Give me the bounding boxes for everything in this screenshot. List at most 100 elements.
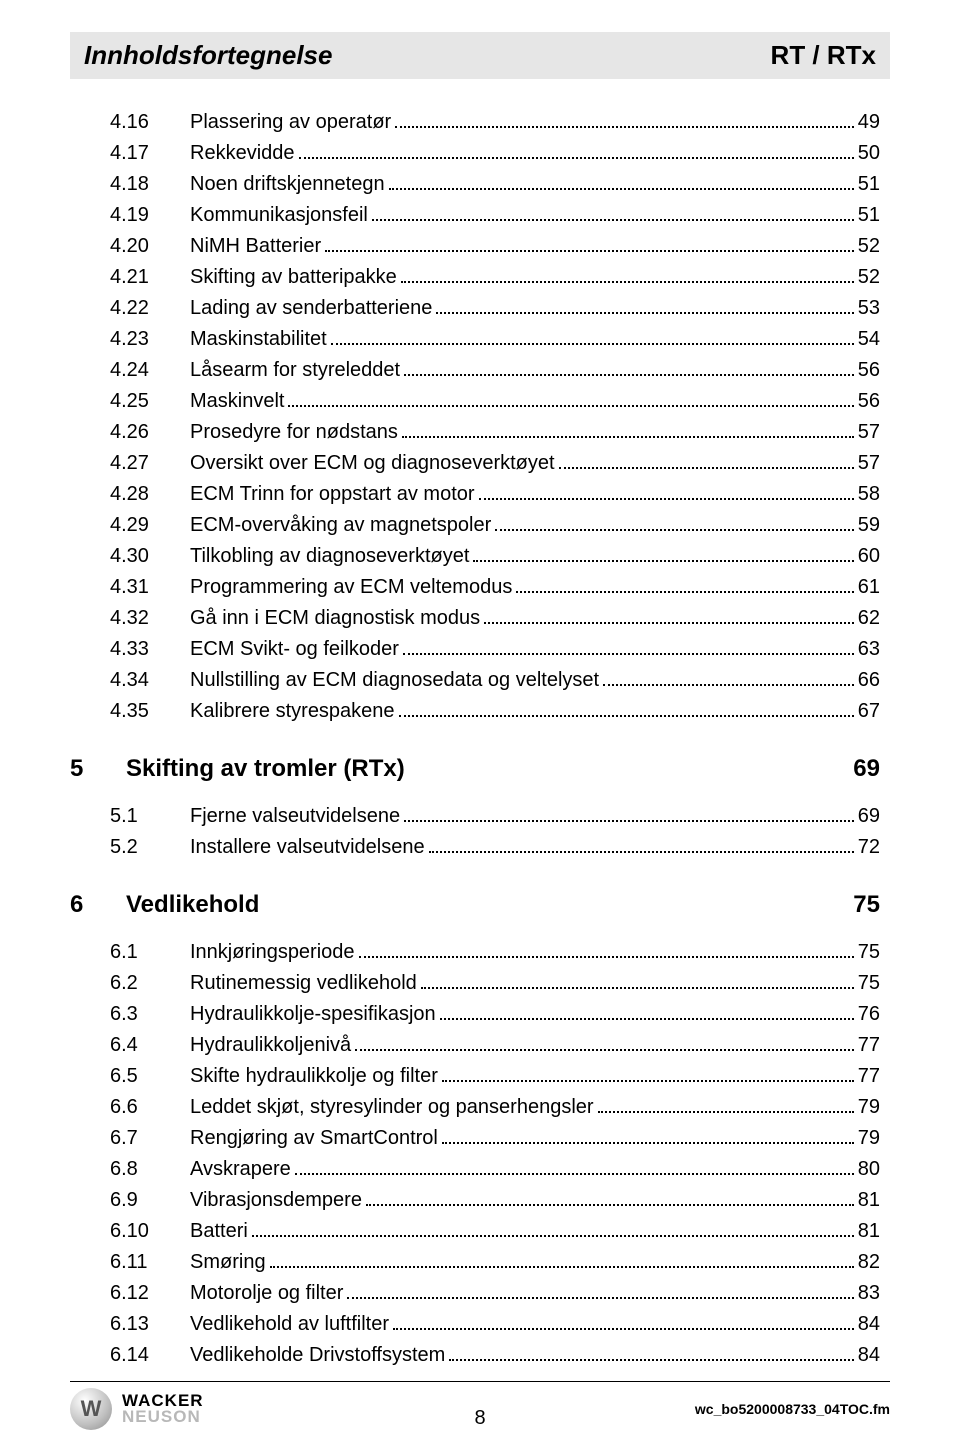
toc-leader-dots <box>403 653 854 655</box>
toc-entry-page: 49 <box>858 107 880 138</box>
toc-entry-title: Vedlikehold av luftfilter <box>190 1309 389 1340</box>
toc-entry-title: Oversikt over ECM og diagnoseverktøyet <box>190 448 555 479</box>
toc-entry: 4.24Låsearm for styreleddet56 <box>110 355 880 386</box>
toc-entry-number: 4.17 <box>110 138 190 169</box>
toc-entry: 4.18Noen driftskjennetegn51 <box>110 169 880 200</box>
toc-entry-number: 4.24 <box>110 355 190 386</box>
toc-entry-page: 61 <box>858 572 880 603</box>
toc-entry-page: 75 <box>858 937 880 968</box>
toc-section-number: 5 <box>70 755 126 783</box>
logo-line2: NEUSON <box>122 1409 204 1425</box>
toc-entry: 6.12Motorolje og filter83 <box>110 1278 880 1309</box>
toc-leader-dots <box>440 1018 854 1020</box>
toc-entry-number: 6.3 <box>110 999 190 1030</box>
toc-section-number: 6 <box>70 891 126 919</box>
toc-entry-number: 4.30 <box>110 541 190 572</box>
toc-entry-number: 6.14 <box>110 1340 190 1371</box>
toc-entry-number: 4.19 <box>110 200 190 231</box>
toc-entry-number: 6.12 <box>110 1278 190 1309</box>
toc-entry-page: 57 <box>858 417 880 448</box>
toc-entry-number: 4.18 <box>110 169 190 200</box>
toc-entry: 4.26Prosedyre for nødstans 57 <box>110 417 880 448</box>
toc-entry: 6.3Hydraulikkolje-spesifikasjon76 <box>110 999 880 1030</box>
toc-entry-number: 5.2 <box>110 832 190 863</box>
toc-entry: 4.22Lading av senderbatteriene53 <box>110 293 880 324</box>
toc-entry-page: 63 <box>858 634 880 665</box>
toc-entry-page: 56 <box>858 355 880 386</box>
toc-entry-title: NiMH Batterier <box>190 231 321 262</box>
toc-entry-page: 81 <box>858 1185 880 1216</box>
toc-entry-page: 62 <box>858 603 880 634</box>
toc-entry-number: 6.7 <box>110 1123 190 1154</box>
toc-entry-page: 77 <box>858 1061 880 1092</box>
toc-entry-title: Plassering av operatør <box>190 107 391 138</box>
toc-section-page: 69 <box>853 755 880 783</box>
toc-entry: 4.20NiMH Batterier52 <box>110 231 880 262</box>
header-right: RT / RTx <box>771 40 876 71</box>
toc-leader-dots <box>559 467 854 469</box>
toc-section-title: Skifting av tromler (RTx) <box>126 755 853 783</box>
doc-id: wc_bo5200008733_04TOC.fm <box>695 1401 890 1417</box>
toc-entry-number: 4.25 <box>110 386 190 417</box>
toc-leader-dots <box>299 157 854 159</box>
toc-leader-dots <box>372 219 854 221</box>
toc-entry-page: 80 <box>858 1154 880 1185</box>
toc-entry-title: ECM-overvåking av magnetspoler <box>190 510 491 541</box>
toc-entry-title: Rutinemessig vedlikehold <box>190 968 417 999</box>
toc-entry-number: 4.16 <box>110 107 190 138</box>
toc-entry-page: 51 <box>858 200 880 231</box>
toc-entry-title: Avskrapere <box>190 1154 291 1185</box>
toc-entry-page: 84 <box>858 1309 880 1340</box>
toc-entry-page: 54 <box>858 324 880 355</box>
toc-entry-number: 6.6 <box>110 1092 190 1123</box>
toc-entry-title: Rengjøring av SmartControl <box>190 1123 438 1154</box>
logo-text: WACKER NEUSON <box>122 1393 204 1425</box>
toc-entry-page: 75 <box>858 968 880 999</box>
toc-entry-number: 6.2 <box>110 968 190 999</box>
toc-entry-page: 79 <box>858 1092 880 1123</box>
toc-entry-page: 52 <box>858 262 880 293</box>
toc-entry: 4.17Rekkevidde 50 <box>110 138 880 169</box>
toc-entry: 4.32Gå inn i ECM diagnostisk modus62 <box>110 603 880 634</box>
toc-entry-page: 76 <box>858 999 880 1030</box>
toc-entry: 6.10Batteri81 <box>110 1216 880 1247</box>
toc-entry-page: 50 <box>858 138 880 169</box>
toc-entry: 4.19Kommunikasjonsfeil51 <box>110 200 880 231</box>
toc-entry-page: 66 <box>858 665 880 696</box>
toc-leader-dots <box>421 987 854 989</box>
toc-entry-title: Prosedyre for nødstans <box>190 417 398 448</box>
page: Innholdsfortegnelse RT / RTx 4.16Plasser… <box>0 0 960 1448</box>
toc-section-header: 6Vedlikehold75 <box>110 891 880 919</box>
toc-entry-title: Leddet skjøt, styresylinder og panserhen… <box>190 1092 594 1123</box>
toc-leader-dots <box>436 312 853 314</box>
toc-entry-title: Batteri <box>190 1216 248 1247</box>
toc-entry-title: Lading av senderbatteriene <box>190 293 432 324</box>
toc-entry-number: 4.26 <box>110 417 190 448</box>
toc-leader-dots <box>359 956 854 958</box>
toc-entry-number: 6.5 <box>110 1061 190 1092</box>
toc-leader-dots <box>442 1142 854 1144</box>
toc-leader-dots <box>404 820 854 822</box>
toc-leader-dots <box>270 1266 854 1268</box>
header-left: Innholdsfortegnelse <box>84 40 332 71</box>
toc-entry: 4.23Maskinstabilitet54 <box>110 324 880 355</box>
toc-entry-title: Skifting av batteripakke <box>190 262 397 293</box>
toc-leader-dots <box>402 436 854 438</box>
toc-leader-dots <box>479 498 854 500</box>
toc-entry-number: 4.28 <box>110 479 190 510</box>
toc-entry-number: 4.29 <box>110 510 190 541</box>
toc-leader-dots <box>393 1328 854 1330</box>
toc-entry-title: Installere valseutvidelsene <box>190 832 425 863</box>
toc-leader-dots <box>252 1235 854 1237</box>
toc-leader-dots <box>404 374 854 376</box>
toc-entry-page: 51 <box>858 169 880 200</box>
toc-entry: 6.14 Vedlikeholde Drivstoffsystem84 <box>110 1340 880 1371</box>
toc-entry-number: 4.20 <box>110 231 190 262</box>
toc-leader-dots <box>366 1204 854 1206</box>
toc-entry-number: 4.32 <box>110 603 190 634</box>
toc-entry: 5.1Fjerne valseutvidelsene69 <box>110 801 880 832</box>
toc-entry-title: Rekkevidde <box>190 138 295 169</box>
toc-entry-page: 69 <box>858 801 880 832</box>
toc-entry-page: 72 <box>858 832 880 863</box>
header-bar: Innholdsfortegnelse RT / RTx <box>70 32 890 79</box>
